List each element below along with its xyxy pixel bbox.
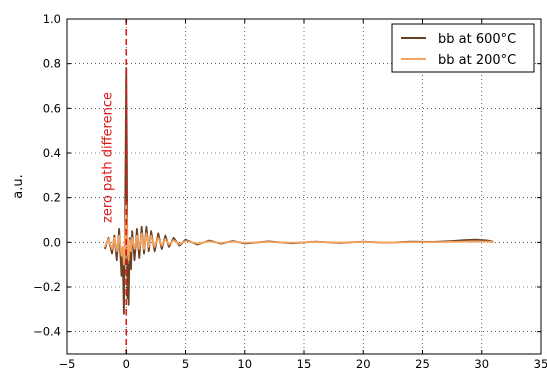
x-tick-label: 0 [123,357,130,369]
legend-box [391,23,535,73]
zero-path-difference-label: zero path difference [101,92,116,223]
y-tick-label: 0.0 [43,235,61,249]
x-tick-label: 30 [474,357,489,369]
x-tick-label: 10 [237,357,252,369]
y-tick-label: 0.6 [43,101,61,115]
legend-label-600: bb at 600°C [438,32,516,47]
x-tick-label: 15 [297,357,312,369]
ticks [66,18,542,354]
series-line-1 [104,201,494,266]
x-tick-label: 5 [182,357,189,369]
x-tick-label: 25 [415,357,430,369]
series-line-0 [104,67,494,315]
legend: bb at 600°C bb at 200°C [391,23,535,73]
y-tick-label: 1.0 [43,12,61,26]
y-tick-label: −0.4 [33,325,61,339]
x-tick-label: 35 [534,357,547,369]
x-tick-label: 20 [356,357,371,369]
y-tick-label: 0.8 [43,57,61,71]
y-tick-label: 0.2 [43,191,61,205]
legend-label-200: bb at 200°C [438,53,516,68]
x-tick-label: −5 [59,357,76,369]
y-axis-label: a.u. [11,174,26,198]
y-tick-label: −0.2 [33,280,61,294]
series-layer [104,67,494,315]
x-tick-labels: −5 0 5 10 15 20 25 30 35 [59,357,547,369]
y-tick-label: 0.4 [43,146,61,160]
y-tick-labels: −0.4 −0.2 0.0 0.2 0.4 0.6 0.8 1.0 [33,12,61,339]
